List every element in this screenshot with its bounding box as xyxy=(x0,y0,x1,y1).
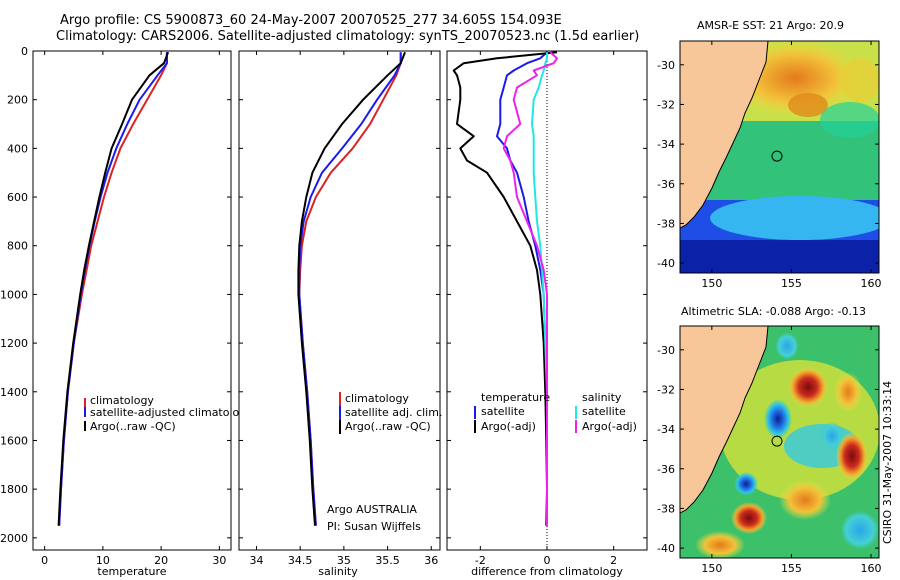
sla-land-australia xyxy=(680,326,769,514)
x-tick-label: 34 xyxy=(249,554,263,567)
sst-map: 150 155 160 -30 -32 -34 -36 -38 -40 xyxy=(657,40,882,290)
map-x-tick-label: 155 xyxy=(781,562,802,575)
sla-red-eddy-1 xyxy=(788,367,828,407)
sla-axes-box xyxy=(679,325,880,559)
map-y-tick-label: -30 xyxy=(657,344,675,357)
temperature-panel: 0 200 400 600 800 1000 1200 1400 1600 1800 2000 0 1… xyxy=(0,45,253,578)
y-tick-label: 800 xyxy=(7,240,28,253)
sst-cold-band xyxy=(680,240,879,273)
map-y-tick-label: -34 xyxy=(657,138,675,151)
figure-title-line1: Argo profile: CS 5900873_60 24-May-2007 … xyxy=(60,13,562,28)
y-tick-label: 1400 xyxy=(0,386,28,399)
map-y-tick-label: -40 xyxy=(657,257,675,270)
map-y-tick-label: -34 xyxy=(657,423,675,436)
map-y-tick-label: -32 xyxy=(657,383,675,396)
sst-argo-marker xyxy=(771,150,783,162)
sla-orange-eddy-3 xyxy=(695,531,745,558)
sla-blue-eddy-2 xyxy=(734,472,758,496)
sst-green-patch xyxy=(820,102,879,138)
y-tick-label: 1800 xyxy=(0,483,28,496)
sla-orange-eddy-2 xyxy=(779,480,831,520)
salinity-xlabel: salinity xyxy=(318,565,358,578)
legend-temp-satellite: satellite xyxy=(481,405,525,418)
y-tick-label: 2000 xyxy=(0,532,28,545)
x-tick-label: 0 xyxy=(544,554,551,567)
difference-panel: -2 0 2 temperature salinity satellite Argo… xyxy=(446,50,648,578)
map-x-tick-label: 150 xyxy=(701,277,722,290)
sla-blue-eddy-1 xyxy=(764,399,792,439)
map-y-tick-label: -36 xyxy=(657,178,675,191)
map-y-tick-label: -32 xyxy=(657,98,675,111)
map-x-tick-label: 150 xyxy=(701,562,722,575)
map-x-tick-label: 160 xyxy=(861,277,882,290)
legend-argo: Argo(..raw -QC) xyxy=(345,420,431,433)
x-tick-label: 35 xyxy=(337,554,351,567)
series-line-argo-raw-qc- xyxy=(297,51,406,526)
difference-legend: temperature salinity satellite Argo(-adj… xyxy=(474,391,637,433)
temperature-legend: climatology satellite-adjusted climatolo… xyxy=(84,394,253,433)
series-line-argo-raw-qc- xyxy=(57,51,170,526)
y-tick-label: 1200 xyxy=(0,337,28,350)
argo-annotation-line1: Argo AUSTRALIA xyxy=(327,503,417,516)
x-tick-label: -2 xyxy=(475,554,486,567)
sla-argo-marker xyxy=(771,435,783,447)
legend-temp-argo: Argo(-adj) xyxy=(481,420,536,433)
y-tick-label: 0 xyxy=(21,45,28,58)
legend-sal-satellite: satellite xyxy=(582,405,626,418)
x-tick-label: 34.5 xyxy=(288,554,313,567)
sla-cyan-eddy-3 xyxy=(840,510,879,550)
sla-red-eddy-2 xyxy=(836,432,868,480)
sst-axes-box xyxy=(679,40,880,274)
legend-satellite-adj: satellite adj. clim. xyxy=(345,406,442,419)
sla-cyan-eddy xyxy=(820,422,844,450)
map-y-tick-label: -38 xyxy=(657,217,675,230)
sst-map-title: AMSR-E SST: 21 Argo: 20.9 xyxy=(697,19,845,32)
sla-orange-eddy xyxy=(834,372,862,412)
legend-sal-argo: Argo(-adj) xyxy=(582,420,637,433)
legend-satellite-adjusted: satellite-adjusted climatology xyxy=(90,406,253,419)
temperature-xlabel: temperature xyxy=(97,565,166,578)
x-tick-label: 30 xyxy=(212,554,226,567)
map-x-tick-label: 160 xyxy=(861,562,882,575)
figure-title-line2: Climatology: CARS2006. Satellite-adjuste… xyxy=(56,29,640,44)
map-y-tick-label: -36 xyxy=(657,463,675,476)
x-tick-label: 35.5 xyxy=(375,554,400,567)
legend-salinity-title: salinity xyxy=(582,391,622,404)
y-tick-label: 1000 xyxy=(0,288,28,301)
sst-cool-front xyxy=(710,196,879,240)
legend-climatology: climatology xyxy=(345,392,409,405)
sst-warm-core xyxy=(788,93,828,117)
y-tick-label: 1600 xyxy=(0,434,28,447)
y-tick-label: 400 xyxy=(7,142,28,155)
map-y-tick-label: -40 xyxy=(657,542,675,555)
x-tick-label: 0 xyxy=(41,554,48,567)
map-x-tick-label: 155 xyxy=(781,277,802,290)
temperature-axes-box xyxy=(32,50,232,551)
sst-land-australia xyxy=(680,41,769,229)
y-tick-label: 200 xyxy=(7,94,28,107)
legend-climatology: climatology xyxy=(90,394,154,407)
series-line-salinity-argo-adj- xyxy=(502,51,558,526)
sla-map-title: Altimetric SLA: -0.088 Argo: -0.13 xyxy=(681,305,866,318)
sst-yellow-patch xyxy=(840,58,879,102)
salinity-legend: climatology satellite adj. clim. Argo(..… xyxy=(339,392,442,434)
difference-xlabel: difference from climatology xyxy=(471,565,623,578)
x-tick-label: 20 xyxy=(154,554,168,567)
salinity-panel: 34 34.5 35 35.5 36 climatology satellite adj… xyxy=(238,50,442,578)
map-y-tick-label: -38 xyxy=(657,502,675,515)
map-y-tick-label: -30 xyxy=(657,59,675,72)
argo-annotation-line2: PI: Susan Wijffels xyxy=(327,520,421,533)
x-tick-label: 10 xyxy=(96,554,110,567)
x-tick-label: 36 xyxy=(424,554,438,567)
legend-argo: Argo(..raw -QC) xyxy=(90,420,176,433)
salinity-axes-box xyxy=(238,50,441,551)
x-tick-label: 2 xyxy=(610,554,617,567)
sla-cyan-eddy-2 xyxy=(775,332,799,360)
sla-map: 150 155 160 -30 -32 -34 -36 -38 -40 xyxy=(657,325,882,575)
y-tick-label: 600 xyxy=(7,191,28,204)
series-line-temperature-argo-adj- xyxy=(452,51,558,526)
legend-temperature-title: temperature xyxy=(481,391,550,404)
sla-red-eddy-3 xyxy=(731,502,767,534)
